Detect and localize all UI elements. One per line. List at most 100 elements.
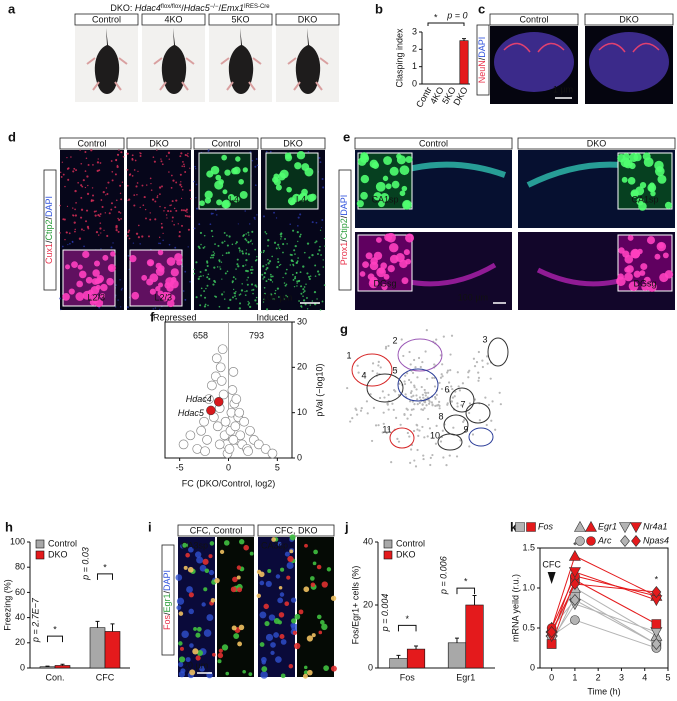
cell xyxy=(304,543,308,548)
cell xyxy=(75,292,85,301)
cell xyxy=(321,300,324,303)
cell xyxy=(80,184,83,187)
group-label: Induced xyxy=(257,312,289,322)
node xyxy=(387,393,390,397)
cell xyxy=(389,242,399,253)
node xyxy=(416,403,419,406)
cell xyxy=(284,284,287,287)
cell xyxy=(244,210,246,212)
stain-part: / xyxy=(44,216,54,219)
cell xyxy=(271,255,274,258)
cell xyxy=(285,268,288,271)
cell xyxy=(292,264,295,267)
node xyxy=(370,439,374,443)
cell xyxy=(255,286,258,288)
cell xyxy=(405,233,415,243)
highlight-label: Hdac4 xyxy=(186,394,212,404)
cell xyxy=(262,301,265,303)
point xyxy=(202,435,212,445)
node xyxy=(441,375,444,378)
cell xyxy=(95,210,97,212)
cell xyxy=(261,656,267,663)
marker xyxy=(570,615,580,625)
cell xyxy=(263,276,266,279)
node xyxy=(453,395,456,398)
scale-label: 20 µm xyxy=(183,660,208,670)
cell xyxy=(80,208,84,211)
cell xyxy=(223,231,226,234)
cell xyxy=(199,200,205,207)
cell xyxy=(296,231,299,234)
cell xyxy=(220,261,223,263)
cell xyxy=(235,268,237,270)
cell xyxy=(294,253,296,255)
cell xyxy=(323,237,326,240)
cell xyxy=(86,225,90,229)
cell xyxy=(197,245,200,248)
cell xyxy=(97,214,100,217)
cell xyxy=(198,275,201,278)
cell xyxy=(277,597,284,604)
node xyxy=(413,384,416,387)
stain-part: DAPI xyxy=(162,570,172,591)
node xyxy=(385,431,388,435)
marker xyxy=(650,627,663,639)
cell xyxy=(150,189,153,191)
cell xyxy=(292,229,295,232)
cell xyxy=(272,176,279,183)
cell xyxy=(110,160,113,162)
cell xyxy=(306,272,309,275)
cell xyxy=(238,307,242,310)
cell xyxy=(204,303,207,306)
node xyxy=(468,369,471,372)
cell xyxy=(224,272,227,275)
cell xyxy=(179,155,182,158)
x-axis-label: FC (DKO/Control, log2) xyxy=(182,478,276,488)
cell xyxy=(216,266,219,268)
cell xyxy=(127,255,130,257)
cell xyxy=(90,294,100,304)
cell xyxy=(105,194,107,196)
cell xyxy=(320,226,323,229)
node xyxy=(477,350,480,354)
cell xyxy=(229,298,232,302)
cell xyxy=(256,214,258,216)
group-box xyxy=(177,524,255,537)
cell xyxy=(91,278,99,285)
cell xyxy=(134,159,137,162)
x-tick-label: CFC xyxy=(96,672,115,682)
stain-box xyxy=(338,169,352,291)
cell xyxy=(295,262,297,264)
inset-label: L4 xyxy=(229,194,239,204)
cell xyxy=(275,656,282,663)
cell xyxy=(221,241,224,244)
cell xyxy=(117,299,119,301)
cell xyxy=(170,174,173,177)
cell xyxy=(212,283,215,286)
cell xyxy=(617,154,626,163)
cell xyxy=(293,277,297,280)
cell xyxy=(156,149,158,151)
cell xyxy=(114,206,117,209)
error-bar xyxy=(472,595,477,605)
cell xyxy=(249,240,252,243)
cell xyxy=(189,167,191,169)
cell xyxy=(280,235,283,238)
cell xyxy=(102,254,109,261)
cell xyxy=(300,306,303,308)
cell xyxy=(405,258,412,265)
stain-part: DAPI xyxy=(339,195,349,216)
cell xyxy=(156,195,159,197)
cell xyxy=(268,614,276,621)
node xyxy=(434,395,437,399)
cell xyxy=(111,179,114,182)
node xyxy=(379,366,382,369)
node xyxy=(410,408,413,411)
cell xyxy=(193,272,196,275)
node xyxy=(377,424,380,427)
node xyxy=(381,390,384,393)
cell xyxy=(197,277,200,281)
cell xyxy=(664,201,673,209)
cell xyxy=(118,218,121,222)
cell xyxy=(213,266,216,269)
